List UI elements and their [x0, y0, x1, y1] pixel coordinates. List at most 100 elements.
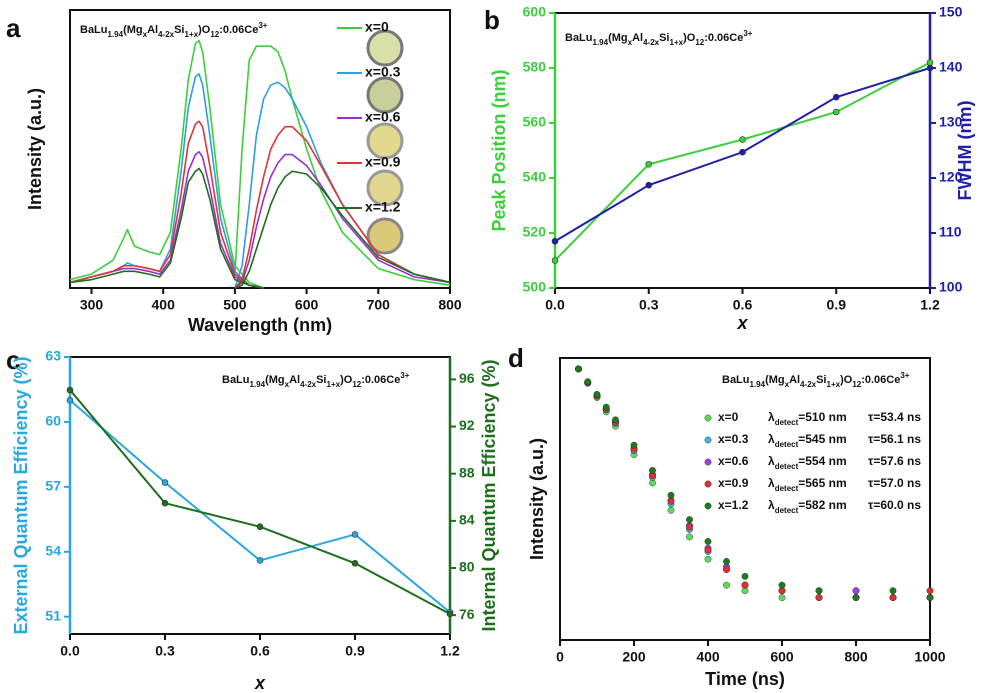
title-part: 1.94	[250, 380, 266, 389]
decay-point	[630, 441, 638, 449]
x-tick-label: 600	[770, 649, 794, 665]
legend-tau: τ=53.4 ns	[868, 410, 921, 424]
title-part: Si	[174, 24, 184, 36]
y-tick-label: 63	[45, 348, 61, 364]
y-tick-label: 520	[523, 224, 547, 240]
series-point	[832, 108, 840, 116]
series-point	[256, 557, 264, 564]
excitation-curve	[69, 150, 264, 289]
detect-part: λ	[768, 498, 775, 512]
title-part: 1.94	[108, 30, 124, 39]
legend-detect: λdetect=582 nm	[768, 498, 847, 514]
legend-detect: λdetect=565 nm	[768, 476, 847, 492]
decay-point	[852, 587, 860, 595]
title-part: :0.06Ce	[361, 374, 400, 386]
legend-marker	[704, 480, 712, 488]
decay-point	[723, 558, 730, 565]
title-part: Al	[632, 32, 643, 44]
title-part: Si	[316, 374, 326, 386]
x-tick-label: 600	[295, 297, 319, 313]
y2-axis-label: FWHM (nm)	[955, 101, 975, 201]
title-part: 3+	[258, 21, 267, 30]
legend-label: x=0	[718, 410, 739, 424]
series-point	[551, 237, 559, 245]
series-point	[739, 148, 746, 156]
x-axis-label: Time (ns)	[705, 669, 785, 689]
y2-tick-label: 84	[459, 512, 475, 528]
series-point	[256, 523, 264, 531]
y-tick-label: 560	[523, 114, 547, 130]
decay-point	[575, 365, 582, 373]
title-part: 4-2x	[158, 30, 175, 39]
x-tick-label: 0.3	[639, 297, 659, 313]
decay-point	[593, 390, 601, 398]
legend-tau: τ=56.1 ns	[868, 432, 921, 446]
decay-point	[704, 546, 712, 554]
chart-title: BaLu1.94(MgxAl4-2xSi1+x)O12:0.06Ce3+	[222, 371, 410, 389]
series-point	[645, 181, 653, 189]
decay-point	[889, 587, 897, 595]
detect-part: λ	[768, 454, 775, 468]
title-part: 1+x	[827, 380, 841, 389]
x-tick-label: 0.9	[827, 297, 847, 313]
title-part: :0.06Ce	[861, 374, 900, 386]
x-tick-label: 0.0	[545, 297, 565, 313]
legend-marker	[704, 458, 712, 466]
series-line	[69, 399, 451, 614]
series-point	[66, 386, 74, 394]
sample-photos	[366, 29, 404, 255]
chart-title: BaLu1.94(MgxAl4-2xSi1+x)O12:0.06Ce3+	[80, 21, 268, 39]
decay-point	[852, 594, 860, 601]
sample-photo	[366, 29, 404, 67]
y2-tick-label: 88	[459, 464, 475, 480]
title-part: 4-2x	[300, 380, 317, 389]
x-tick-label: 400	[696, 649, 720, 665]
legend-marker	[704, 502, 712, 510]
y-tick-label: 540	[523, 169, 547, 185]
panel-label: b	[484, 5, 500, 35]
title-part: 1+x	[327, 380, 341, 389]
legend-label: x=0.3	[365, 64, 401, 80]
x-tick-label: 300	[80, 297, 104, 313]
legend-tau: τ=57.6 ns	[868, 454, 921, 468]
x-tick-label: 700	[367, 297, 391, 313]
decay-point	[686, 533, 693, 541]
legend-marker	[704, 414, 712, 422]
title-part: x	[143, 30, 148, 39]
series-point	[551, 257, 559, 264]
decay-point	[686, 523, 693, 531]
chart-title: BaLu1.94(MgxAl4-2xSi1+x)O12:0.06Ce3+	[722, 371, 910, 389]
sample-photo	[366, 76, 404, 114]
title-part: x	[628, 38, 633, 47]
title-part: 4-2x	[643, 38, 660, 47]
y2-tick-label: 96	[459, 370, 475, 386]
y-axis-label: Intensity (a.u.)	[527, 438, 547, 560]
decay-point	[778, 594, 786, 601]
decay-point	[612, 416, 619, 424]
emission-curve	[234, 125, 451, 289]
decay-point	[584, 378, 592, 386]
legend-label: x=0.6	[365, 109, 401, 125]
title-part: (Mg	[608, 32, 628, 44]
series-point	[66, 396, 74, 404]
title-part: Al	[147, 24, 158, 36]
plot-frame	[69, 356, 451, 635]
legend-label: x=0.3	[718, 432, 749, 446]
y-tick-label: 57	[45, 478, 61, 494]
detect-part: λ	[768, 476, 775, 490]
excitation-curve	[69, 167, 264, 289]
x-axis-label: x	[736, 313, 748, 333]
decay-point	[602, 403, 610, 411]
y-tick-label: 54	[45, 542, 61, 558]
excitation-curve	[69, 39, 264, 289]
title-part: BaLu	[722, 374, 750, 386]
series-point	[351, 531, 359, 538]
detect-part: detect	[775, 440, 799, 449]
x-tick-label: 400	[152, 297, 176, 313]
legend-label: x=0	[365, 19, 389, 35]
title-part: (Mg	[123, 24, 143, 36]
series-point	[645, 160, 653, 168]
x-tick-label: 0.6	[733, 297, 753, 313]
legend-label: x=0.9	[718, 476, 749, 490]
y2-tick-label: 120	[939, 169, 963, 185]
